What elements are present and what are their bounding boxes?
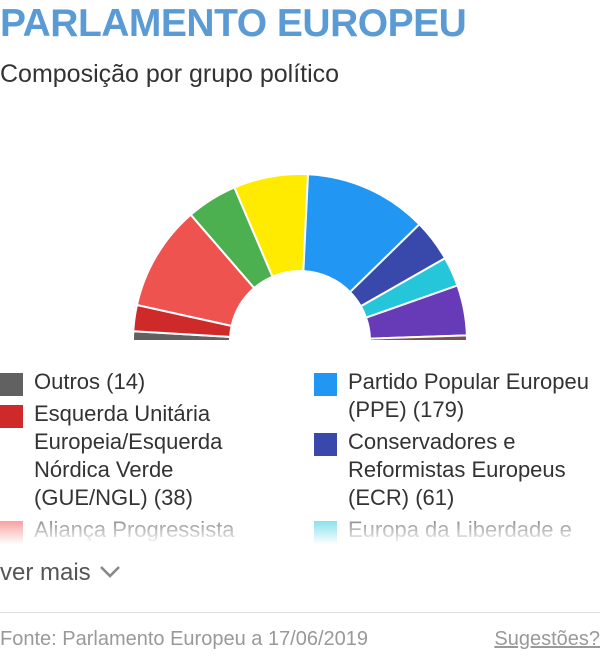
- legend-swatch: [314, 433, 337, 456]
- legend-item-ppe[interactable]: Partido Popular Europeu (PPE) (179): [314, 368, 594, 424]
- legend-item-ecr[interactable]: Conservadores e Reformistas Europeus (EC…: [314, 428, 594, 512]
- legend-item-s-and-d[interactable]: Aliança Progressista: [0, 516, 280, 544]
- footer-divider: [0, 612, 600, 613]
- legend-column-right: Partido Popular Europeu (PPE) (179) Cons…: [314, 368, 594, 546]
- chart-subtitle: Composição por grupo político: [0, 60, 340, 88]
- show-more-label: ver mais: [0, 559, 91, 586]
- legend-swatch: [314, 521, 337, 544]
- legend-label: Europa da Liberdade e: [348, 517, 572, 542]
- chevron-down-icon: [99, 558, 121, 586]
- legend-label: Outros (14): [34, 369, 146, 394]
- chart-legend: Outros (14) Esquerda Unitária Europeia/E…: [0, 368, 600, 546]
- legend-swatch: [0, 373, 23, 396]
- seat-slice[interactable]: [368, 334, 469, 342]
- parliament-chart: [131, 173, 469, 342]
- legend-item-outros[interactable]: Outros (14): [0, 368, 280, 396]
- legend-label: Aliança Progressista: [34, 517, 235, 542]
- legend-swatch: [314, 373, 337, 396]
- legend-label: Partido Popular Europeu (PPE) (179): [348, 369, 589, 422]
- legend-swatch: [0, 521, 23, 544]
- legend-column-left: Outros (14) Esquerda Unitária Europeia/E…: [0, 368, 280, 546]
- legend-label: Conservadores e Reformistas Europeus (EC…: [348, 429, 566, 510]
- show-more-button[interactable]: ver mais: [0, 559, 121, 587]
- legend-item-gue-ngl[interactable]: Esquerda Unitária Europeia/Esquerda Nórd…: [0, 400, 280, 512]
- legend-item-efdd[interactable]: Europa da Liberdade e: [314, 516, 594, 544]
- legend-swatch: [0, 405, 23, 428]
- suggestions-link[interactable]: Sugestões?: [494, 628, 600, 650]
- chart-title: PARLAMENTO EUROPEU: [0, 2, 467, 45]
- legend-label: Esquerda Unitária Europeia/Esquerda Nórd…: [34, 401, 223, 510]
- source-note: Fonte: Parlamento Europeu a 17/06/2019: [0, 628, 369, 650]
